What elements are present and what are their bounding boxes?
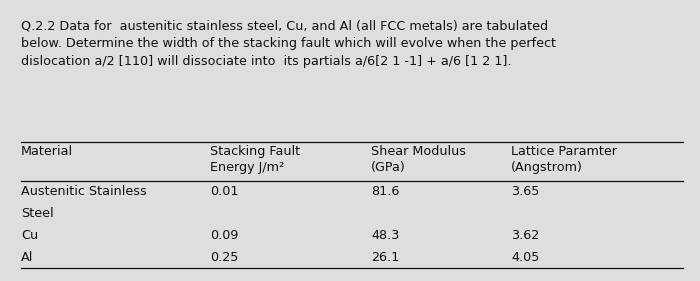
Text: Shear Modulus
(GPa): Shear Modulus (GPa) [371,145,466,174]
Text: Material: Material [21,145,73,158]
Text: Steel: Steel [21,207,54,219]
Text: 4.05: 4.05 [511,251,540,264]
Text: 26.1: 26.1 [371,251,399,264]
Text: Lattice Paramter
(Angstrom): Lattice Paramter (Angstrom) [511,145,617,174]
Text: Cu: Cu [21,229,38,242]
Text: 0.25: 0.25 [210,251,239,264]
Text: Al: Al [21,251,34,264]
Text: 48.3: 48.3 [371,229,400,242]
Text: 0.01: 0.01 [210,185,239,198]
Text: Austenitic Stainless: Austenitic Stainless [21,185,147,198]
Text: Stacking Fault
Energy J/m²: Stacking Fault Energy J/m² [210,145,300,174]
Text: Q.2.2 Data for  austenitic stainless steel, Cu, and Al (all FCC metals) are tabu: Q.2.2 Data for austenitic stainless stee… [21,20,556,68]
Text: 3.62: 3.62 [511,229,539,242]
Text: 0.09: 0.09 [210,229,239,242]
Text: 81.6: 81.6 [371,185,400,198]
Text: 3.65: 3.65 [511,185,540,198]
